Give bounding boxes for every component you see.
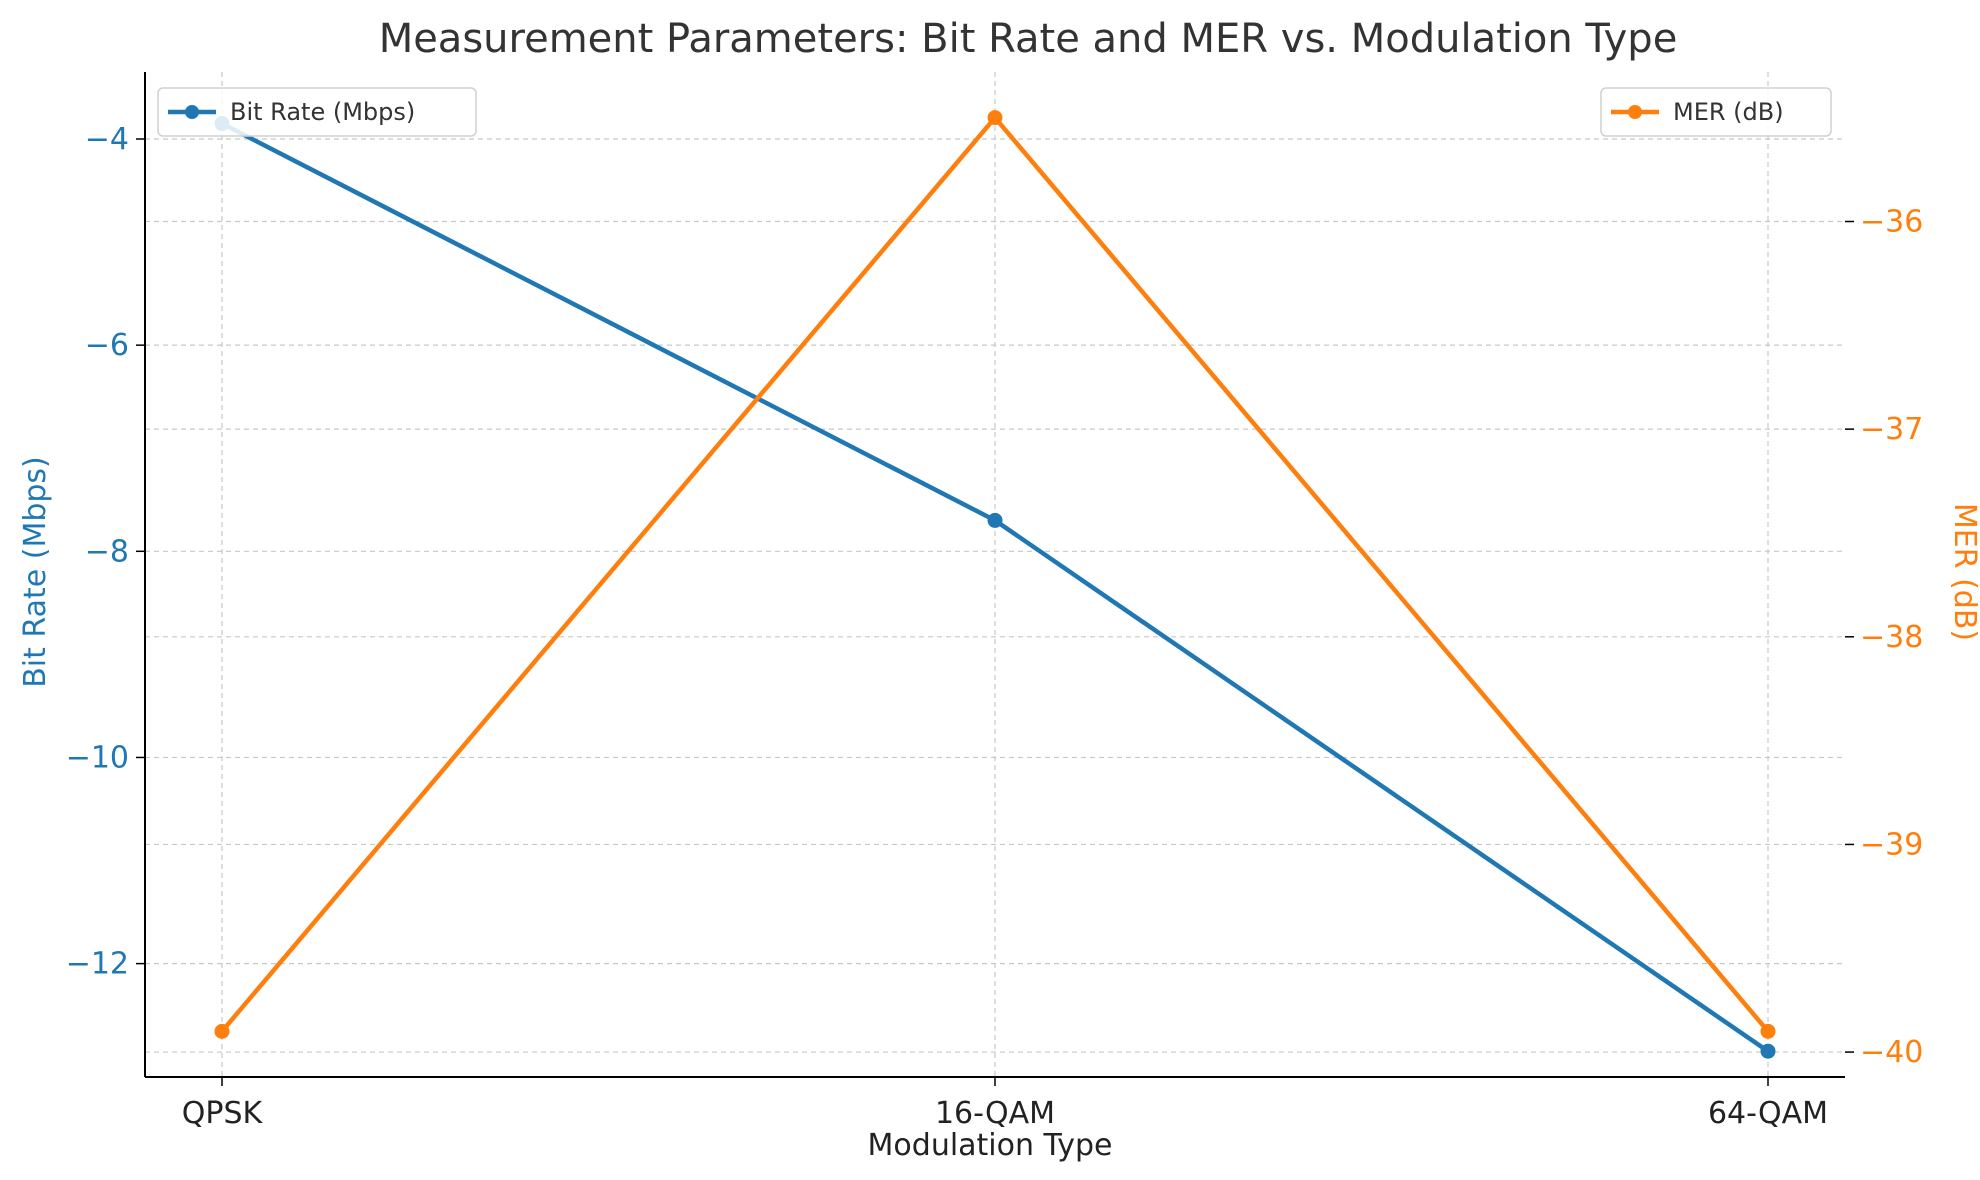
y-left-tick-label-0: −4 [85, 122, 129, 157]
y-left-tick-label-2: −8 [85, 534, 129, 569]
y-left-tick-label-4: −12 [66, 947, 129, 982]
legend-box-0 [157, 87, 477, 137]
legend-marker-0 [185, 105, 199, 119]
x-tick-label-1: 16-QAM [935, 1096, 1055, 1131]
y-right-tick-label-0: −36 [1860, 205, 1923, 240]
axes: QPSK 16-QAM 64-QAM −4 −6 −8 −10 −12 −36 −37 −38 −39… [66, 72, 1923, 1131]
legends: Bit Rate (Mbps) MER (dB) [157, 87, 1832, 137]
series-1-point-1 [987, 110, 1003, 126]
y-left-tick-label-1: −6 [85, 328, 129, 363]
y-axis-left-title: Bit Rate (Mbps) [18, 456, 53, 688]
y-left-tick-label-3: −10 [66, 740, 129, 775]
x-tick-label-0: QPSK [182, 1096, 264, 1131]
y-axis-right-title: MER (dB) [1947, 503, 1980, 641]
y-right-tick-label-3: −39 [1860, 827, 1923, 862]
series-0-point-1 [987, 512, 1003, 528]
y-right-tick-label-2: −38 [1860, 620, 1923, 655]
x-tick-label-2: 64-QAM [1708, 1096, 1828, 1131]
legend-1: MER (dB) [1600, 87, 1832, 137]
series-0-point-2 [1760, 1043, 1776, 1059]
legend-0: Bit Rate (Mbps) [157, 87, 477, 137]
y-right-tick-label-1: −37 [1860, 412, 1923, 447]
y-right-tick-label-4: −40 [1860, 1035, 1923, 1070]
chart-title: Measurement Parameters: Bit Rate and MER… [379, 16, 1678, 62]
legend-marker-1 [1628, 105, 1642, 119]
series-1-point-2 [1760, 1023, 1776, 1039]
grid [145, 72, 1845, 1077]
legend-label-0: Bit Rate (Mbps) [230, 98, 415, 126]
x-axis-title: Modulation Type [868, 1128, 1113, 1163]
legend-label-1: MER (dB) [1673, 98, 1784, 126]
legend-box-1 [1600, 87, 1832, 137]
series-1-point-0 [214, 1023, 230, 1039]
